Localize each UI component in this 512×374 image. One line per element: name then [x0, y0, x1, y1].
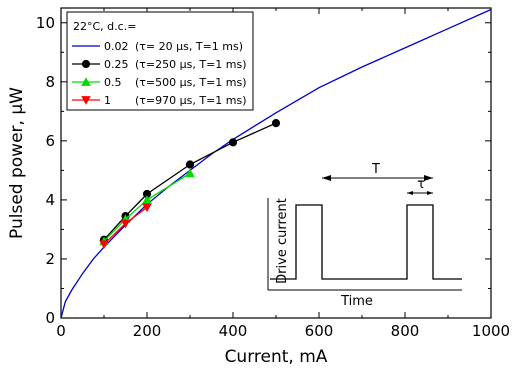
data-point-0.5 — [142, 195, 152, 204]
period-arrow-head-right — [424, 175, 433, 181]
legend-series-name: 1 — [104, 94, 111, 107]
legend-marker — [81, 77, 91, 86]
legend-series-name: 0.02 — [104, 40, 129, 53]
legend-title: 22°C, d.c.= — [73, 20, 136, 33]
period-label: T — [371, 162, 380, 177]
x-tick-label: 1000 — [472, 322, 510, 340]
data-point-0.25 — [271, 119, 281, 128]
data-point-0.25 — [185, 160, 195, 169]
data-point-1 — [120, 219, 131, 229]
legend-marker — [81, 59, 91, 69]
legend-series-name: 0.25 — [104, 58, 129, 71]
legend: 22°C, d.c.= 0.02 (τ= 20 μs, T=1 ms) 0.25 (τ… — [66, 11, 254, 111]
period-arrow-head-left — [322, 175, 331, 181]
y-tick-label: 4 — [45, 191, 55, 209]
y-tick-label: 2 — [45, 250, 55, 268]
data-point-1 — [99, 240, 109, 249]
pulse-arrow-head-left — [407, 191, 413, 195]
data-point-1 — [142, 203, 152, 213]
legend-series-params: (τ=500 μs, T=1 ms) — [135, 76, 247, 89]
x-tick-label: 600 — [305, 322, 334, 340]
pulse-arrow-head-right — [427, 191, 433, 195]
legend-series-params: (τ=250 μs, T=1 ms) — [135, 58, 247, 71]
legend-series-name: 0.5 — [104, 76, 122, 89]
pulse-label: τ — [417, 177, 425, 192]
legend-box — [66, 11, 254, 111]
x-tick-label: 400 — [219, 322, 248, 340]
series-line-0.5 — [103, 172, 191, 242]
legend-series-params: (τ=970 μs, T=1 ms) — [135, 94, 247, 107]
x-tick-label: 200 — [133, 322, 162, 340]
inset-x-label: Time — [340, 294, 373, 309]
y-tick-label: 10 — [36, 14, 55, 32]
x-tick-label: 800 — [391, 322, 420, 340]
y-axis-title: Pulsed power, μW — [7, 87, 27, 239]
legend-marker — [81, 96, 91, 105]
y-tick-label: 8 — [45, 73, 55, 91]
y-tick-label: 0 — [45, 309, 55, 327]
x-tick-label: 0 — [56, 322, 66, 340]
inset-y-label: Drive current — [275, 198, 290, 284]
y-tick-label: 6 — [45, 132, 55, 150]
x-axis-title: Current, mA — [225, 347, 328, 367]
inset-pulse-train — [270, 204, 462, 280]
inset: Drive current Time T τ — [267, 162, 462, 309]
data-point-0.5 — [185, 168, 195, 178]
data-point-0.25 — [228, 138, 238, 147]
legend-series-params: (τ= 20 μs, T=1 ms) — [135, 40, 243, 53]
